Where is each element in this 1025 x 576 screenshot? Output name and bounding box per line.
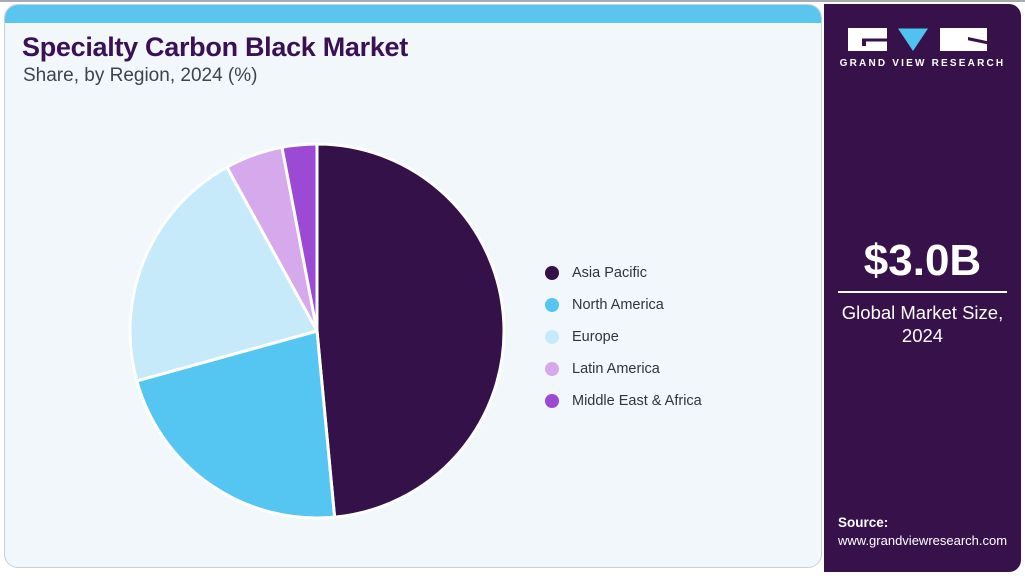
market-size-label-line2: 2024	[901, 325, 944, 346]
legend-label: Latin America	[572, 361, 660, 377]
market-size-block: $3.0B Global Market Size, 2024	[824, 239, 1021, 347]
market-size-label: Global Market Size, 2024	[824, 301, 1021, 347]
legend-label: Middle East & Africa	[572, 393, 702, 409]
legend-item-north-america[interactable]: North America	[545, 289, 702, 321]
pie-chart-svg	[128, 142, 506, 520]
market-size-value: $3.0B	[863, 236, 982, 285]
legend-item-middle-east-africa[interactable]: Middle East & Africa	[545, 385, 702, 417]
source-label: Source:	[838, 515, 889, 530]
logo-wordmark: GRAND VIEW RESEARCH	[839, 58, 1006, 69]
metric-divider	[838, 291, 1007, 293]
legend-item-asia-pacific[interactable]: Asia Pacific	[545, 257, 702, 289]
pie-slice-north-america[interactable]	[135, 329, 337, 520]
chart-legend: Asia Pacific North America Europe Latin Ame…	[545, 257, 702, 417]
source-block: Source: www.grandviewresearch.com	[838, 514, 1007, 550]
pie-slice-middle-east-africa[interactable]	[280, 142, 319, 333]
market-size-label-line1: Global Market Size,	[841, 302, 1004, 323]
legend-swatch-icon	[545, 362, 559, 376]
source-url-link[interactable]: www.grandviewresearch.com	[838, 533, 1008, 548]
legend-item-europe[interactable]: Europe	[545, 321, 702, 353]
gvr-logo: GRAND VIEW RESEARCH	[824, 28, 1021, 69]
legend-swatch-icon	[545, 330, 559, 344]
logo-g-notch	[861, 38, 887, 46]
accent-top-strip	[5, 5, 821, 23]
logo-v-triangle	[897, 28, 928, 51]
logo-r-block	[939, 28, 987, 51]
chart-card: Specialty Carbon Black Market Share, by …	[4, 4, 822, 568]
page-subtitle: Share, by Region, 2024 (%)	[23, 65, 258, 86]
legend-label: North America	[572, 297, 664, 313]
legend-label: Europe	[572, 329, 619, 345]
legend-label: Asia Pacific	[572, 265, 647, 281]
brand-sidebar: GRAND VIEW RESEARCH $3.0B Global Market …	[824, 4, 1021, 572]
pie-chart	[126, 140, 508, 522]
legend-swatch-icon	[545, 298, 559, 312]
pie-slice-europe[interactable]	[128, 165, 319, 383]
pie-slice-asia-pacific[interactable]	[315, 142, 506, 519]
logo-r-slash	[967, 37, 994, 46]
gvr-logo-icon	[847, 28, 994, 51]
legend-item-latin-america[interactable]: Latin America	[545, 353, 702, 385]
legend-swatch-icon	[545, 266, 559, 280]
legend-swatch-icon	[545, 394, 559, 408]
page-title: Specialty Carbon Black Market	[22, 32, 408, 62]
